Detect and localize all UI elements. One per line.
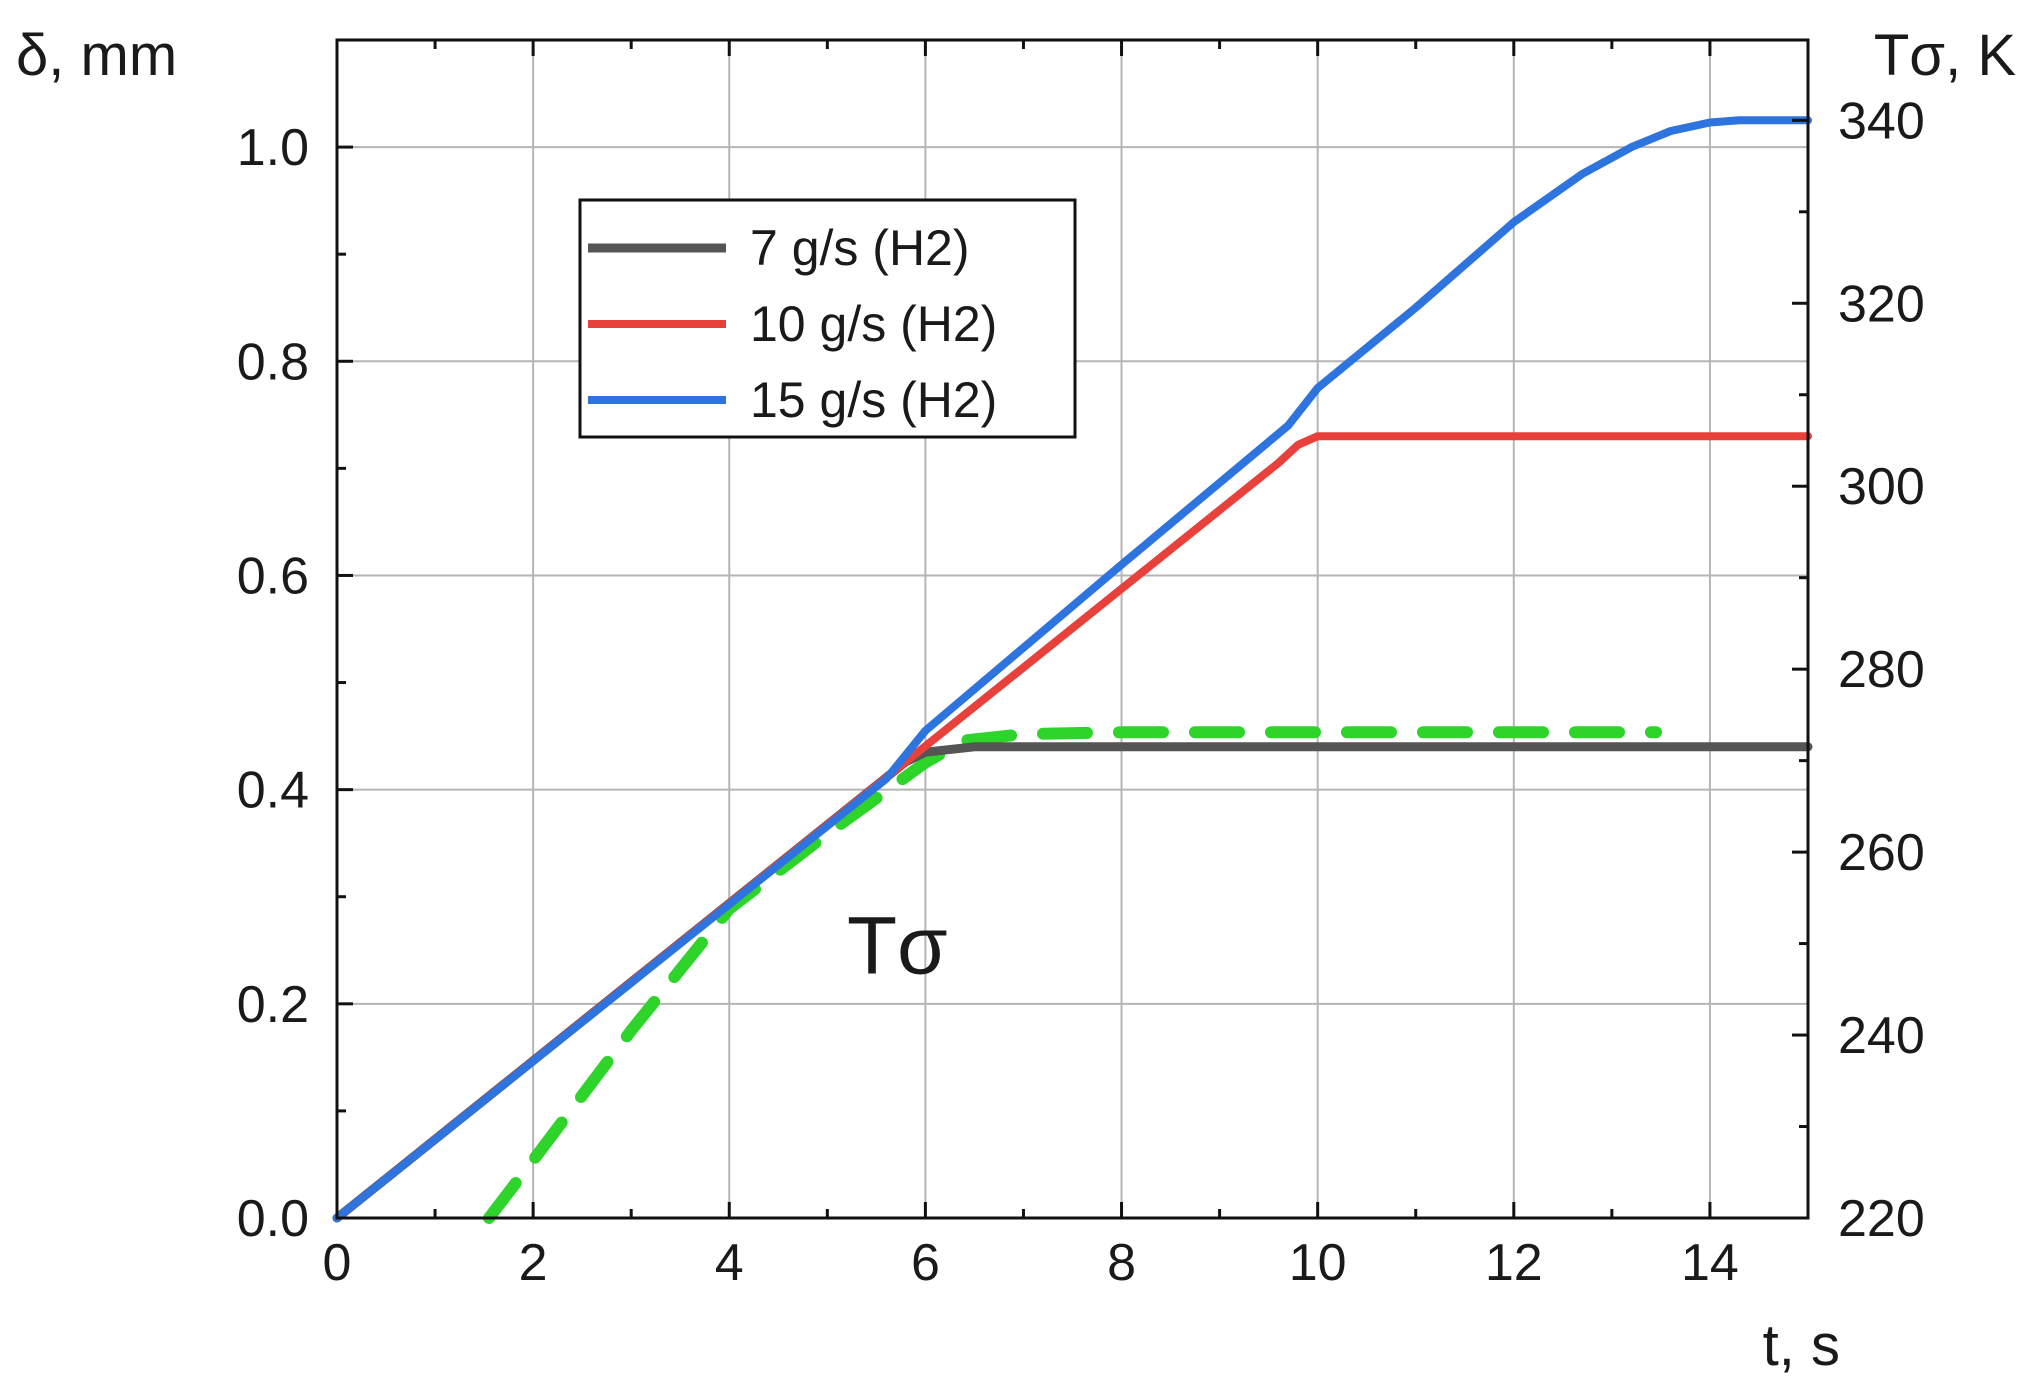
- y2-tick-label: 280: [1838, 641, 1925, 699]
- x-tick-label: 12: [1485, 1234, 1543, 1292]
- y2-axis-title: Tσ, K: [1874, 23, 2016, 88]
- x-tick-label: 8: [1107, 1234, 1136, 1292]
- series-15-gs-line: [333, 116, 1812, 1222]
- series-10-gs-line: [333, 432, 1812, 1222]
- plot-frame: [335, 38, 1810, 1220]
- y-tick-label: 0.8: [237, 333, 309, 391]
- y-tick-label: 0.2: [237, 976, 309, 1034]
- y2-tick-label: 320: [1838, 275, 1925, 333]
- temperature-dashed-line: [483, 726, 1662, 1224]
- y-tick-label: 1.0: [237, 119, 309, 177]
- x-tick-label: 0: [323, 1234, 352, 1292]
- y-tick-label: 0.4: [237, 762, 309, 820]
- x-tick-label: 10: [1289, 1234, 1347, 1292]
- legend-label: 10 g/s (H2): [750, 296, 997, 352]
- y-tick-label: 0.0: [237, 1190, 309, 1248]
- legend-label: 15 g/s (H2): [750, 372, 997, 428]
- y2-tick-label: 220: [1838, 1190, 1925, 1248]
- x-tick-label: 4: [715, 1234, 744, 1292]
- legend: 7 g/s (H2) 10 g/s (H2) 15 g/s (H2): [578, 198, 1077, 439]
- x-axis-title: t, s: [1763, 1313, 1840, 1378]
- ticks: [335, 40, 1808, 1220]
- y2-tick-label: 340: [1838, 92, 1925, 150]
- y2-tick-label: 260: [1838, 824, 1925, 882]
- y-tick-label: 0.6: [237, 547, 309, 605]
- x-tick-label: 14: [1681, 1234, 1739, 1292]
- series-7-gs-line: [332, 742, 1813, 1223]
- y-axis-title: δ, mm: [16, 23, 177, 88]
- x-tick-label: 2: [519, 1234, 548, 1292]
- x-tick-label: 6: [911, 1234, 940, 1292]
- legend-label: 7 g/s (H2): [750, 220, 970, 276]
- temperature-annotation: Tσ: [847, 901, 948, 992]
- tick-labels: 0 2 4 6 8 10 12 14 0.0 0.2 0.4 0.6 0.8 1.0 220 240 260 28…: [237, 92, 1925, 1292]
- data-series: [332, 116, 1813, 1224]
- y2-tick-label: 240: [1838, 1007, 1925, 1065]
- y2-tick-label: 300: [1838, 458, 1925, 516]
